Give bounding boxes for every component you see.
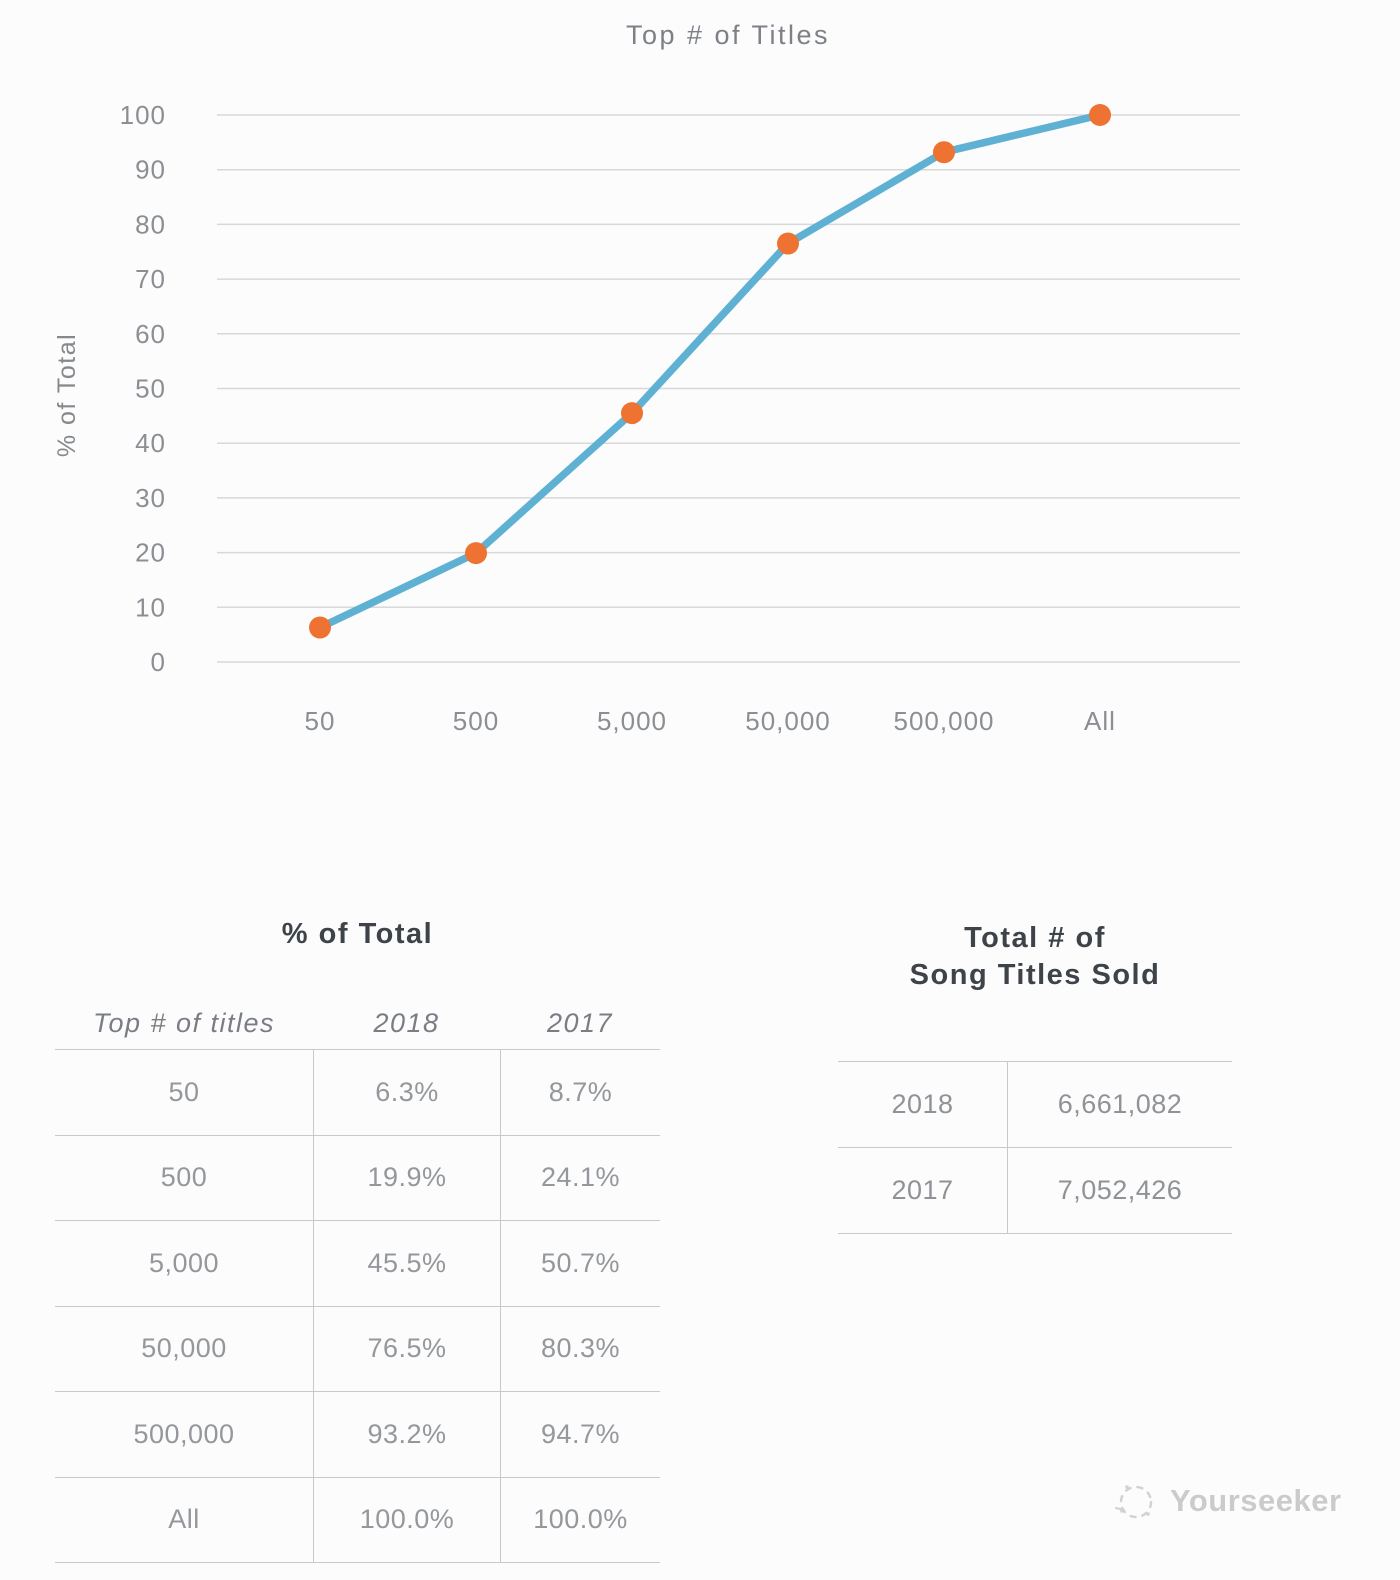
chart-title: Top # of Titles [626,20,830,50]
y-tick-label: 10 [135,592,166,622]
y-tick-label: 100 [120,100,166,130]
x-tick-label: 50 [305,706,336,736]
value-2017: 8.7% [500,1050,660,1135]
y-tick-label: 20 [135,538,166,568]
table-row: 5,000 45.5% 50.7% [55,1220,660,1306]
y-tick-label: 80 [135,209,166,239]
x-tick-label: 5,000 [597,706,667,736]
row-label: 50 [168,1076,200,1107]
table-row: 2018 6,661,082 [838,1061,1232,1147]
row-label: 500,000 [133,1418,235,1449]
titles-sold-table: Total # of Song Titles Sold 2018 6,661,0… [838,908,1232,1234]
y-tick-label: 70 [135,264,166,294]
titles-sold-value: 7,052,426 [1007,1148,1232,1233]
value-2018: 45.5% [313,1221,500,1306]
row-label: 500 [160,1162,208,1193]
value-2018: 93.2% [313,1392,500,1477]
table-row: All 100.0% 100.0% [55,1476,660,1563]
pct-header-titles: Top # of titles [92,1007,276,1038]
year-label: 2017 [891,1175,954,1205]
row-label: 5,000 [148,1247,220,1278]
y-tick-label: 90 [135,155,166,185]
data-point [1089,104,1111,126]
y-tick-label: 60 [135,319,166,349]
x-tick-labels: 50 500 5,000 50,000 500,000 All [305,706,1116,736]
value-2018: 6.3% [313,1050,500,1135]
watermark-text: Yourseeker [1170,1483,1342,1518]
data-point-markers [309,104,1111,639]
x-tick-label: All [1084,706,1116,736]
value-2017: 50.7% [500,1221,660,1306]
data-point [777,232,799,255]
value-2018: 19.9% [313,1135,500,1220]
watermark: Yourseeker [1112,1478,1342,1524]
x-tick-label: 500 [453,706,499,736]
sold-table-title-line2: Song Titles Sold [909,959,1161,991]
value-2017: 100.0% [500,1477,660,1562]
pct-table-header-row: Top # of titles 2018 2017 [55,997,660,1049]
value-2017: 94.7% [500,1392,660,1477]
pct-header-2017: 2017 [546,1007,614,1038]
data-point [621,402,643,425]
y-axis-title: % of Total [53,333,81,457]
series-line-2018 [316,111,1104,632]
titles-sold-value: 6,661,082 [1007,1062,1232,1147]
pct-of-total-table: % of Total Top # of titles 2018 2017 50 … [55,908,660,1563]
y-tick-label: 40 [135,428,166,458]
sold-table-title-line1: Total # of [964,922,1106,954]
table-row: 2017 7,052,426 [838,1147,1232,1234]
table-row: 500,000 93.2% 94.7% [55,1391,660,1477]
value-2017: 24.1% [500,1135,660,1220]
pct-table-body: 50 6.3% 8.7% 500 19.9% 24.1% 5,000 45.5%… [55,1049,660,1563]
value-2017: 80.3% [500,1306,660,1391]
row-label: All [168,1504,200,1535]
sold-table-body: 2018 6,661,082 2017 7,052,426 [838,1061,1232,1234]
y-tick-label: 50 [135,374,166,404]
year-label: 2018 [891,1089,954,1119]
table-row: 50 6.3% 8.7% [55,1049,660,1135]
x-tick-label: 50,000 [745,706,831,736]
pct-header-2018: 2018 [373,1007,440,1038]
value-2018: 100.0% [313,1477,500,1562]
table-row: 500 19.9% 24.1% [55,1134,660,1220]
y-tick-label: 30 [135,483,166,513]
titles-line-chart: Top # of Titles % of Total 0 10 20 30 40 50 60… [53,20,1240,736]
y-tick-label: 0 [151,647,166,677]
x-tick-label: 500,000 [894,706,995,736]
pct-table-title: % of Total [281,918,434,950]
row-label: 50,000 [141,1333,227,1364]
yourseeker-logo-icon [1115,1485,1153,1519]
data-point [933,141,955,164]
gridlines [217,114,1240,663]
data-point [465,542,487,565]
data-point [309,616,331,639]
value-2018: 76.5% [313,1306,500,1391]
table-row: 50,000 76.5% 80.3% [55,1305,660,1391]
y-tick-labels: 0 10 20 30 40 50 60 70 80 90 100 [120,100,166,677]
sold-table-title: Total # of Song Titles Sold [838,920,1232,994]
